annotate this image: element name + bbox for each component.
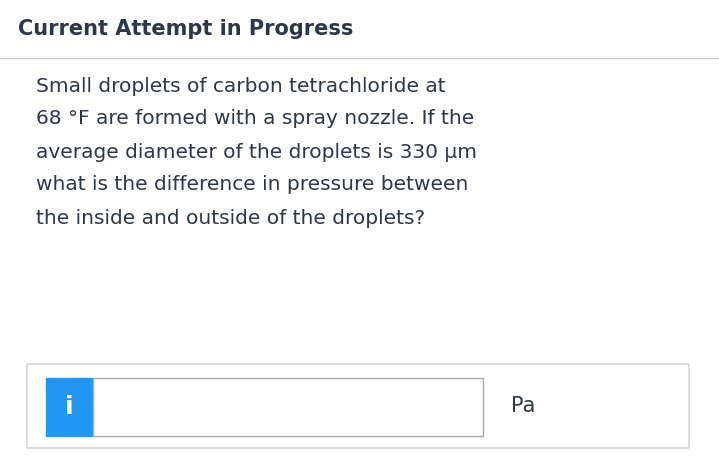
Text: Current Attempt in Progress: Current Attempt in Progress: [18, 19, 353, 39]
Text: average diameter of the droplets is 330 μm: average diameter of the droplets is 330 …: [36, 143, 477, 161]
Text: Pa: Pa: [510, 396, 535, 416]
Text: i: i: [65, 395, 73, 419]
Bar: [46, 378, 92, 436]
Text: Small droplets of carbon tetrachloride at: Small droplets of carbon tetrachloride a…: [36, 76, 446, 96]
Bar: [0, 0, 719, 58]
Bar: [93, 378, 483, 436]
FancyBboxPatch shape: [27, 364, 689, 448]
Text: 68 °F are formed with a spray nozzle. If the: 68 °F are formed with a spray nozzle. If…: [36, 110, 475, 128]
Text: the inside and outside of the droplets?: the inside and outside of the droplets?: [36, 208, 425, 228]
Bar: [0, 58, 719, 457]
Text: what is the difference in pressure between: what is the difference in pressure betwe…: [36, 175, 468, 195]
